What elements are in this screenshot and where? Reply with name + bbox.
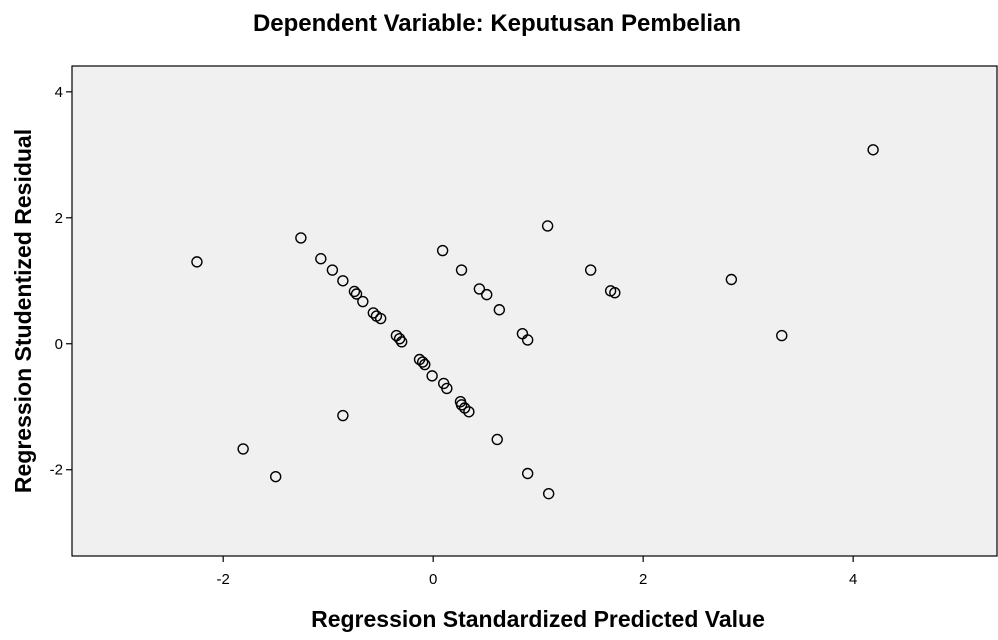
point (521, 467, 534, 480)
point (491, 433, 503, 446)
point (436, 244, 449, 257)
point (481, 288, 493, 301)
y-tick-label: 2 (55, 210, 63, 227)
point (337, 275, 349, 287)
point (395, 336, 408, 348)
point (393, 333, 406, 345)
y-tick-label: 0 (55, 336, 63, 353)
point (419, 358, 431, 371)
point (357, 295, 369, 308)
point (337, 409, 349, 422)
point (295, 232, 307, 244)
chart-title: Dependent Variable: Keputusan Pembelian (253, 10, 741, 37)
point (315, 253, 327, 265)
y-tick-label: 4 (55, 84, 63, 101)
point (542, 487, 555, 500)
point (441, 382, 453, 395)
point (367, 307, 380, 319)
point (521, 334, 534, 346)
point (776, 329, 788, 342)
point (609, 287, 621, 299)
point (374, 312, 387, 325)
point (455, 264, 468, 276)
point (269, 470, 282, 483)
point (867, 144, 879, 156)
y-axis-title: Regression Studentized Residual (10, 129, 36, 493)
point (473, 283, 486, 295)
point (455, 399, 468, 411)
point (493, 304, 506, 316)
x-tick-label: -2 (217, 571, 230, 588)
y-tick-label: -2 (50, 462, 63, 479)
x-tick-label: 2 (639, 571, 647, 588)
point (237, 443, 249, 455)
x-axis-title: Regression Standardized Predicted Value (311, 606, 765, 632)
point (725, 273, 738, 286)
point (326, 264, 339, 276)
x-tick-label: 4 (849, 571, 857, 588)
point (350, 288, 363, 300)
point (426, 370, 438, 382)
point (541, 220, 554, 232)
point (463, 406, 475, 418)
point (348, 285, 361, 298)
point (584, 264, 597, 276)
point (416, 356, 429, 368)
x-tick-label: 0 (429, 571, 437, 588)
point (191, 256, 203, 268)
plot-area (71, 65, 998, 557)
